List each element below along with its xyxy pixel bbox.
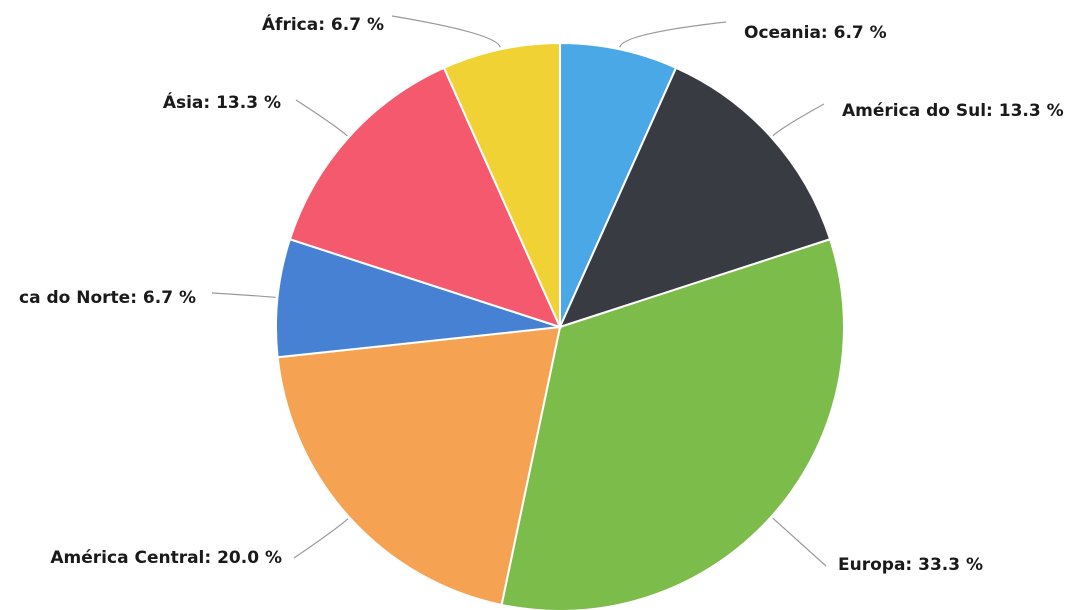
- slice-europa: [500, 237, 845, 610]
- label-america-central: América Central: 20.0 %: [50, 548, 282, 568]
- connector-america-do-sul: [772, 103, 825, 137]
- label-africa: África: 6.7 %: [262, 13, 384, 35]
- connector-asia: [295, 99, 348, 137]
- connector-africa: [391, 15, 501, 48]
- label-america-do-norte: ca do Norte: 6.7 %: [19, 288, 196, 308]
- label-america-do-sul: América do Sul: 13.3 %: [842, 101, 1064, 121]
- slice-america-do-sul: [558, 66, 832, 329]
- label-connectors: [211, 15, 827, 567]
- connector-oceania: [619, 21, 727, 48]
- connector-europa: [772, 517, 827, 567]
- slice-asia: [288, 66, 562, 329]
- pie-slices: [275, 41, 845, 610]
- slice-labels: Oceania: 6.7 % América do Sul: 13.3 % Eu…: [19, 13, 1064, 575]
- slice-america-central: [276, 325, 562, 607]
- connector-america-central: [293, 518, 349, 559]
- slice-africa: [442, 41, 561, 328]
- connector-america-do-norte: [211, 292, 276, 298]
- label-europa: Europa: 33.3 %: [838, 555, 983, 575]
- slice-oceania: [559, 41, 678, 328]
- label-oceania: Oceania: 6.7 %: [744, 23, 887, 43]
- label-asia: Ásia: 13.3 %: [163, 91, 281, 113]
- slice-america-do-norte: [275, 237, 561, 359]
